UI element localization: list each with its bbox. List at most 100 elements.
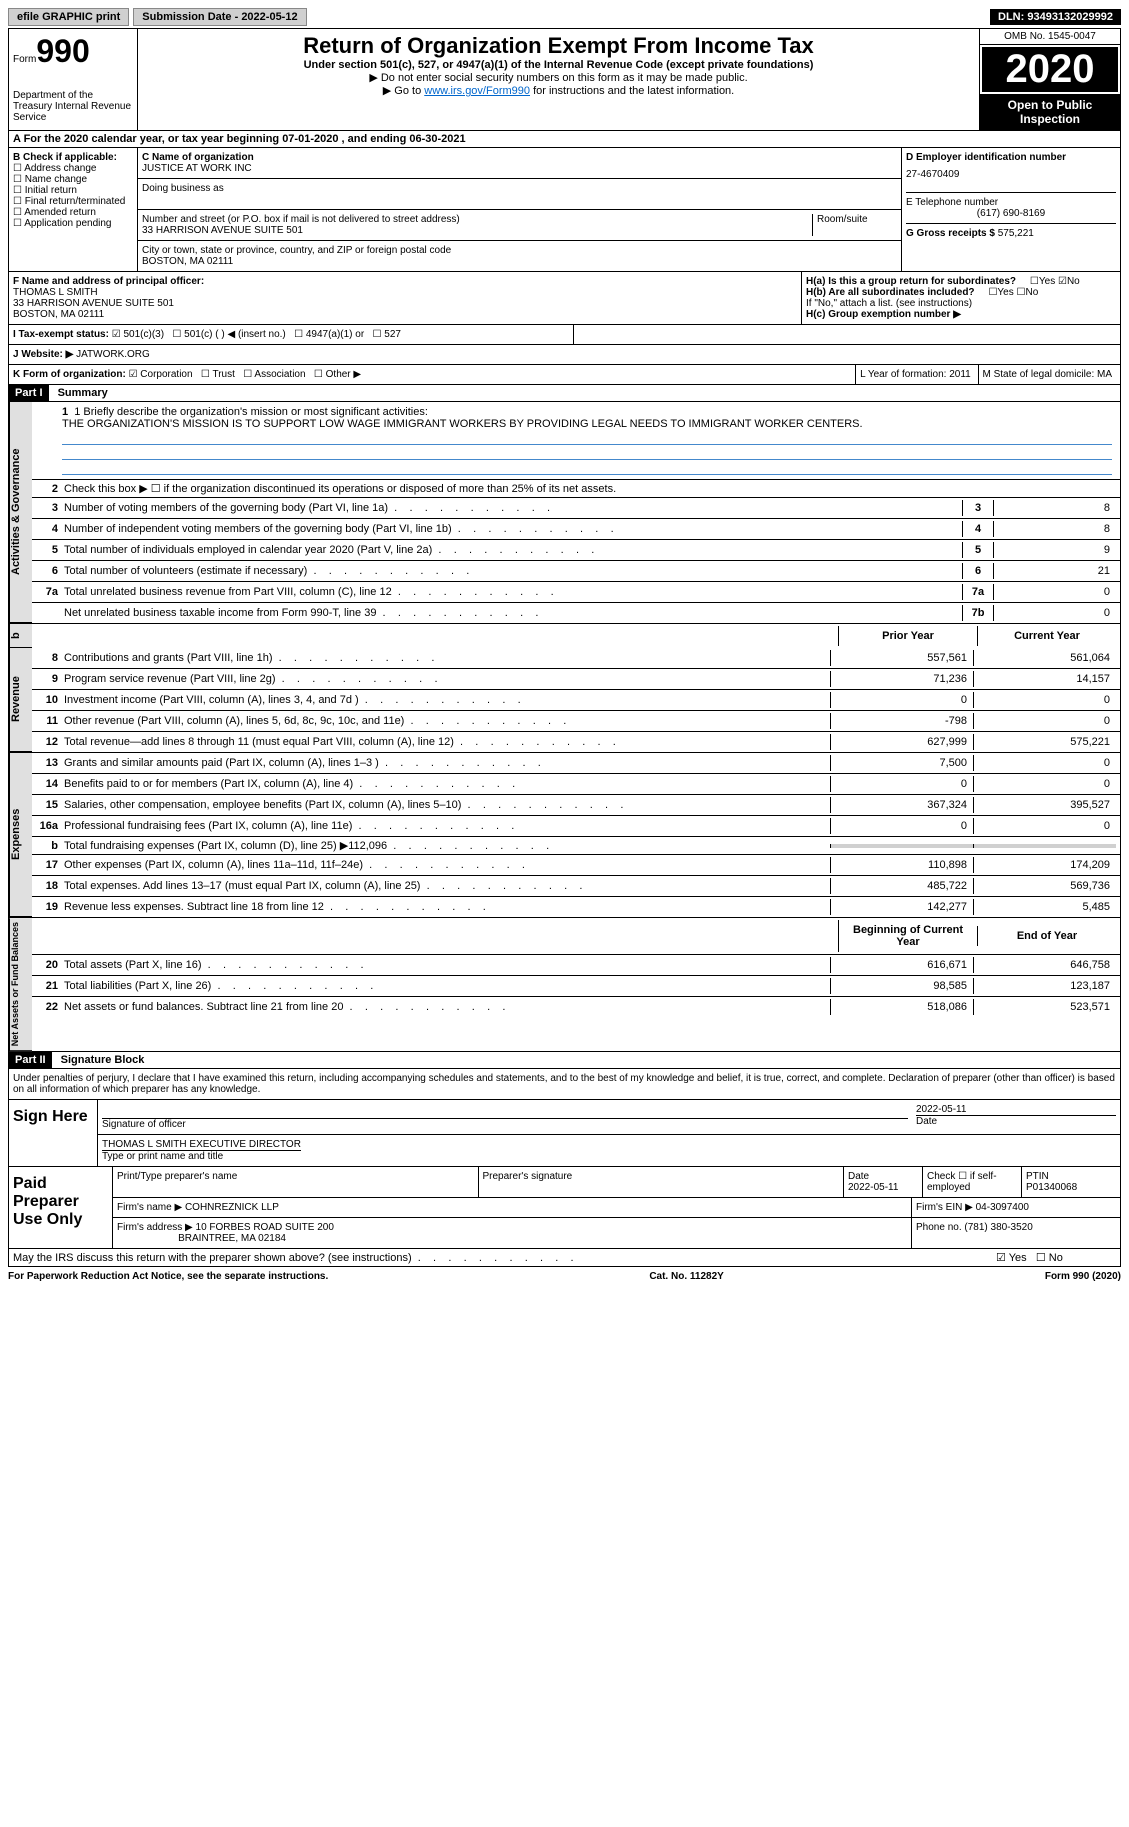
city-addr: BOSTON, MA 02111: [142, 256, 897, 267]
tab-net: Net Assets or Fund Balances: [9, 918, 32, 1051]
tab-expenses: Expenses: [9, 753, 32, 917]
footer-right: Form 990 (2020): [1045, 1271, 1121, 1282]
part1-title: Summary: [52, 385, 114, 401]
summary-line: 22Net assets or fund balances. Subtract …: [32, 997, 1120, 1017]
summary-line: 10Investment income (Part VIII, column (…: [32, 690, 1120, 711]
summary-line: 11Other revenue (Part VIII, column (A), …: [32, 711, 1120, 732]
summary-line: 17Other expenses (Part IX, column (A), l…: [32, 855, 1120, 876]
summary-line: 7aTotal unrelated business revenue from …: [32, 582, 1120, 603]
i-label: I Tax-exempt status:: [13, 329, 109, 340]
org-form-opt[interactable]: ☐ Trust: [198, 369, 240, 380]
summary-line: 3Number of voting members of the governi…: [32, 498, 1120, 519]
firm-ein-label: Firm's EIN ▶: [916, 1202, 973, 1213]
form-container: Form990 Department of the Treasury Inter…: [8, 28, 1121, 1267]
col-end: End of Year: [977, 926, 1116, 946]
main-title: Return of Organization Exempt From Incom…: [142, 33, 975, 59]
col-prior: Prior Year: [838, 626, 977, 646]
website: JATWORK.ORG: [76, 349, 150, 360]
date-label: Date: [916, 1116, 1116, 1127]
sig-date: 2022-05-11: [916, 1104, 1116, 1116]
street-addr: 33 HARRISON AVENUE SUITE 501: [142, 225, 812, 236]
penalties-text: Under penalties of perjury, I declare th…: [9, 1069, 1120, 1099]
line2: Check this box ▶ ☐ if the organization d…: [64, 482, 1116, 495]
irs-link[interactable]: www.irs.gov/Form990: [424, 85, 530, 97]
firm-addr: 10 FORBES ROAD SUITE 200: [196, 1222, 334, 1233]
officer-addr2: BOSTON, MA 02111: [13, 309, 104, 320]
submission-btn[interactable]: Submission Date - 2022-05-12: [133, 8, 306, 26]
efile-btn[interactable]: efile GRAPHIC print: [8, 8, 129, 26]
section-bcd: B Check if applicable: ☐ Address change☐…: [9, 148, 1120, 272]
form-990: 990: [36, 33, 89, 69]
room-label: Room/suite: [812, 214, 897, 236]
paid-preparer-label: Paid Preparer Use Only: [9, 1167, 112, 1248]
prep-date: 2022-05-11: [848, 1182, 898, 1193]
summary-line: 8Contributions and grants (Part VIII, li…: [32, 648, 1120, 669]
instruction-1: ▶ Do not enter social security numbers o…: [142, 71, 975, 84]
j-label: J Website: ▶: [13, 349, 73, 360]
col-current: Current Year: [977, 626, 1116, 646]
checkbox-final-return-terminated[interactable]: ☐ Final return/terminated: [13, 196, 133, 207]
summary-line: 18Total expenses. Add lines 13–17 (must …: [32, 876, 1120, 897]
checkbox-application-pending[interactable]: ☐ Application pending: [13, 218, 133, 229]
open-public: Open to Public Inspection: [980, 94, 1120, 130]
summary-line: 21Total liabilities (Part X, line 26)98,…: [32, 976, 1120, 997]
footer-mid: Cat. No. 11282Y: [649, 1271, 723, 1282]
firm-ein: 04-3097400: [976, 1202, 1029, 1213]
checkbox-amended-return[interactable]: ☐ Amended return: [13, 207, 133, 218]
gross-label: G Gross receipts $: [906, 228, 995, 239]
tax-status-opt[interactable]: ☐ 501(c) ( ) ◀ (insert no.): [170, 329, 292, 340]
checkbox-initial-return[interactable]: ☐ Initial return: [13, 185, 133, 196]
org-name: JUSTICE AT WORK INC: [142, 163, 897, 174]
tab-governance: Activities & Governance: [9, 402, 32, 623]
tab-revenue: Revenue: [9, 648, 32, 752]
c-name-label: C Name of organization: [142, 152, 897, 163]
summary-line: 19Revenue less expenses. Subtract line 1…: [32, 897, 1120, 917]
dln-label: DLN: 93493132029992: [990, 9, 1121, 25]
dept-label: Department of the Treasury Internal Reve…: [13, 90, 133, 123]
tax-year: 2020: [982, 47, 1118, 92]
org-form-opt[interactable]: ☐ Other ▶: [311, 369, 367, 380]
summary-line: 6Total number of volunteers (estimate if…: [32, 561, 1120, 582]
summary-line: bTotal fundraising expenses (Part IX, co…: [32, 837, 1120, 855]
check-if: Check ☐ if self-employed: [923, 1167, 1022, 1197]
tax-status-opt[interactable]: ☐ 527: [370, 329, 407, 340]
l-label: L Year of formation: 2011: [855, 365, 975, 384]
officer-addr1: 33 HARRISON AVENUE SUITE 501: [13, 298, 174, 309]
summary-line: 5Total number of individuals employed in…: [32, 540, 1120, 561]
col-begin: Beginning of Current Year: [838, 920, 977, 952]
tax-status-opt[interactable]: ☑ 501(c)(3): [112, 329, 170, 340]
ein-label: D Employer identification number: [906, 152, 1116, 163]
sign-here: Sign Here: [9, 1100, 97, 1166]
summary-line: 9Program service revenue (Part VIII, lin…: [32, 669, 1120, 690]
prep-phone: (781) 380-3520: [964, 1222, 1032, 1233]
hb-note: If "No," attach a list. (see instruction…: [806, 298, 1116, 309]
dba-label: Doing business as: [142, 183, 897, 194]
subtitle: Under section 501(c), 527, or 4947(a)(1)…: [142, 59, 975, 71]
form-label: Form: [13, 54, 36, 65]
part2-title: Signature Block: [55, 1052, 151, 1068]
hb-label: H(b) Are all subordinates included?: [806, 287, 975, 298]
firm-name: COHNREZNICK LLP: [185, 1202, 279, 1213]
org-form-opt[interactable]: ☑ Corporation: [129, 369, 199, 380]
prep-date-label: Date: [848, 1171, 869, 1182]
summary-line: 20Total assets (Part X, line 16)616,6716…: [32, 955, 1120, 976]
checkbox-name-change[interactable]: ☐ Name change: [13, 174, 133, 185]
k-label: K Form of organization:: [13, 369, 126, 380]
addr-label: Number and street (or P.O. box if mail i…: [142, 214, 812, 225]
part2-header: Part II: [9, 1052, 52, 1068]
b-label: B Check if applicable:: [13, 152, 133, 163]
m-label: M State of legal domicile: MA: [978, 365, 1117, 384]
org-form-opt[interactable]: ☐ Association: [240, 369, 311, 380]
hc-label: H(c) Group exemption number ▶: [806, 309, 961, 320]
summary-line: 13Grants and similar amounts paid (Part …: [32, 753, 1120, 774]
officer-printed: THOMAS L SMITH EXECUTIVE DIRECTOR: [102, 1139, 301, 1151]
prep-sig-label: Preparer's signature: [479, 1167, 845, 1197]
summary-line: Net unrelated business taxable income fr…: [32, 603, 1120, 623]
checkbox-address-change[interactable]: ☐ Address change: [13, 163, 133, 174]
a-line: A For the 2020 calendar year, or tax yea…: [9, 131, 1120, 148]
firm-city: BRAINTREE, MA 02184: [178, 1233, 286, 1244]
tax-status-opt[interactable]: ☐ 4947(a)(1) or: [291, 329, 369, 340]
officer-name: THOMAS L SMITH: [13, 287, 98, 298]
phone-value: (617) 690-8169: [906, 208, 1116, 219]
phone-label: E Telephone number: [906, 197, 1116, 208]
